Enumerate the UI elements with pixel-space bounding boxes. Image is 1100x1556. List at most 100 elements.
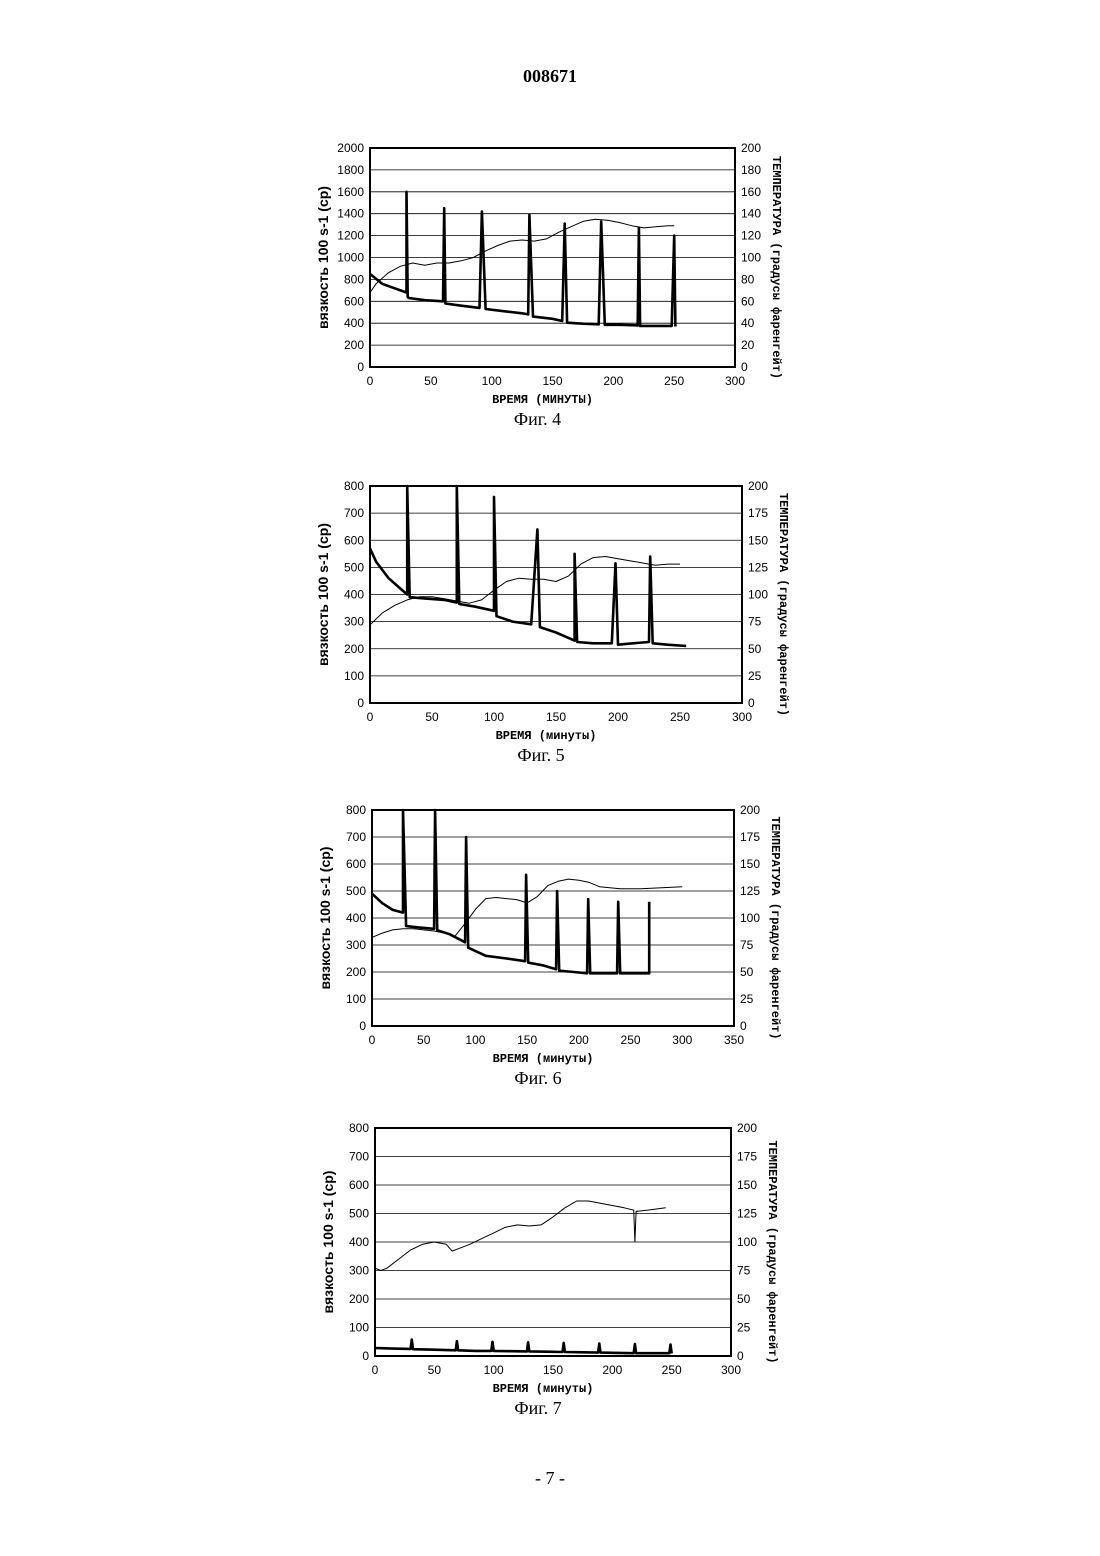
y2-tick-label: 50 — [748, 642, 762, 656]
y-tick-label: 400 — [346, 911, 366, 925]
y2-tick-label: 75 — [748, 615, 762, 629]
x-tick-label: 350 — [724, 1033, 744, 1047]
y2-tick-label: 200 — [737, 1121, 757, 1135]
y2-tick-label: 200 — [748, 479, 768, 493]
y2-tick-label: 175 — [737, 1150, 757, 1164]
y-tick-label: 400 — [344, 316, 364, 330]
y-tick-label: 600 — [349, 1178, 369, 1192]
y2-tick-label: 80 — [741, 272, 755, 286]
y-tick-label: 0 — [362, 1349, 369, 1363]
x-tick-label: 100 — [482, 374, 502, 388]
x-tick-label: 250 — [664, 374, 684, 388]
x-tick-label: 250 — [662, 1363, 682, 1377]
x-tick-label: 100 — [484, 1363, 504, 1377]
y-tick-label: 100 — [344, 669, 364, 683]
y2-tick-label: 60 — [741, 294, 755, 308]
viscosity-series-line — [372, 810, 649, 973]
x-tick-label: 200 — [602, 1363, 622, 1377]
y-tick-label: 800 — [349, 1121, 369, 1135]
x-tick-label: 200 — [603, 374, 623, 388]
y-tick-label: 500 — [344, 560, 364, 574]
y2-tick-label: 125 — [748, 560, 768, 574]
y2-tick-label: 175 — [740, 830, 760, 844]
y-tick-label: 100 — [349, 1321, 369, 1335]
y-tick-label: 400 — [349, 1235, 369, 1249]
y-tick-label: 0 — [357, 696, 364, 710]
figure-7-chart: 0100200300400500600700800025507510012515… — [300, 1106, 800, 1416]
y2-tick-label: 25 — [748, 669, 762, 683]
y-tick-label: 2000 — [337, 141, 364, 155]
y2-axis-label: ТЕМПЕРАТУРА (градусы фаренгейт) — [768, 816, 782, 1039]
figure-4-chart: 0200400600800100012001400160018002000020… — [300, 130, 800, 440]
y2-tick-label: 150 — [740, 857, 760, 871]
y-tick-label: 600 — [344, 294, 364, 308]
temperature-series-line — [370, 557, 680, 625]
x-tick-label: 50 — [424, 374, 438, 388]
y-tick-label: 200 — [349, 1292, 369, 1306]
y-tick-label: 600 — [346, 857, 366, 871]
y-axis-label: вязкость 100 s-1 (cp) — [315, 186, 331, 329]
y-tick-label: 300 — [344, 615, 364, 629]
y2-axis-label: ТЕМПЕРАТУРА (градусы фаренгейт) — [769, 156, 783, 379]
y-tick-label: 800 — [344, 479, 364, 493]
y2-tick-label: 50 — [737, 1292, 751, 1306]
y-tick-label: 600 — [344, 533, 364, 547]
y2-tick-label: 75 — [740, 938, 754, 952]
y2-tick-label: 0 — [748, 696, 755, 710]
figure-caption: Фиг. 6 — [514, 1068, 561, 1088]
y-tick-label: 400 — [344, 588, 364, 602]
figure-caption: Фиг. 5 — [517, 745, 564, 765]
y-tick-label: 700 — [346, 830, 366, 844]
y-tick-label: 800 — [346, 803, 366, 817]
y2-tick-label: 25 — [737, 1321, 751, 1335]
y2-tick-label: 150 — [737, 1178, 757, 1192]
viscosity-series-line — [375, 1340, 672, 1354]
y-tick-label: 800 — [344, 272, 364, 286]
y2-tick-label: 0 — [740, 1019, 747, 1033]
x-tick-label: 150 — [517, 1033, 537, 1047]
y2-tick-label: 40 — [741, 316, 755, 330]
x-tick-label: 100 — [484, 710, 504, 724]
y2-tick-label: 0 — [737, 1349, 744, 1363]
y-axis-label: вязкость 100 s-1 (cp) — [317, 847, 333, 990]
y2-tick-label: 75 — [737, 1264, 751, 1278]
x-tick-label: 150 — [542, 374, 562, 388]
x-tick-label: 0 — [367, 374, 374, 388]
x-tick-label: 300 — [672, 1033, 692, 1047]
temperature-series-line — [375, 1201, 666, 1271]
x-tick-label: 300 — [721, 1363, 741, 1377]
x-tick-label: 0 — [369, 1033, 376, 1047]
y-tick-label: 300 — [349, 1264, 369, 1278]
y2-tick-label: 50 — [740, 965, 754, 979]
y2-tick-label: 120 — [741, 229, 761, 243]
y2-tick-label: 100 — [740, 911, 760, 925]
x-tick-label: 300 — [732, 710, 752, 724]
x-axis-label: ВРЕМЯ (минуты) — [493, 1052, 594, 1066]
figure-6-chart: 0100200300400500600700800025507510012515… — [300, 786, 800, 1096]
y2-axis-label: ТЕМПЕРАТУРА (градусы фаренгейт) — [765, 1140, 779, 1363]
y-tick-label: 200 — [344, 338, 364, 352]
y2-tick-label: 200 — [741, 141, 761, 155]
x-tick-label: 50 — [425, 710, 439, 724]
y2-tick-label: 100 — [741, 251, 761, 265]
y-tick-label: 1400 — [337, 207, 364, 221]
x-tick-label: 50 — [417, 1033, 431, 1047]
y2-tick-label: 180 — [741, 163, 761, 177]
y-tick-label: 300 — [346, 938, 366, 952]
y2-tick-label: 100 — [748, 588, 768, 602]
y2-tick-label: 25 — [740, 992, 754, 1006]
page-number: - 7 - — [0, 1468, 1100, 1489]
y-axis-label: вязкость 100 s-1 (cp) — [315, 523, 331, 666]
y-tick-label: 1800 — [337, 163, 364, 177]
x-tick-label: 0 — [372, 1363, 379, 1377]
y2-tick-label: 200 — [740, 803, 760, 817]
figure-caption: Фиг. 7 — [514, 1398, 561, 1418]
x-tick-label: 150 — [543, 1363, 563, 1377]
figure-5-chart: 0100200300400500600700800025507510012515… — [300, 462, 800, 772]
y-tick-label: 700 — [349, 1150, 369, 1164]
y2-axis-label: ТЕМПЕРАТУРА (градусы фаренгейт) — [776, 493, 790, 716]
y-tick-label: 200 — [346, 965, 366, 979]
y-tick-label: 200 — [344, 642, 364, 656]
x-axis-label: ВРЕМЯ (минуты) — [493, 1382, 594, 1396]
y-tick-label: 1200 — [337, 229, 364, 243]
